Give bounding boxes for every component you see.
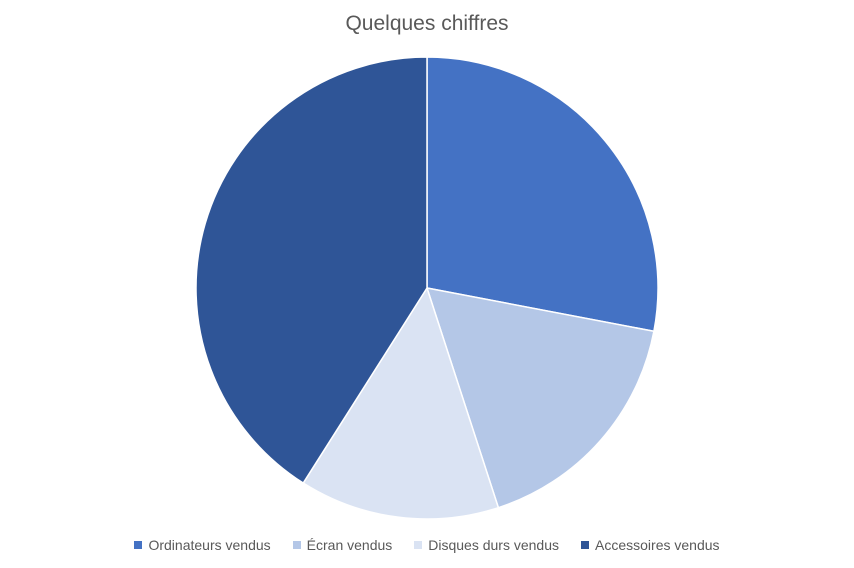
chart-title: Quelques chiffres bbox=[345, 12, 509, 35]
legend-swatch bbox=[414, 541, 423, 549]
legend-label: Accessoires vendus bbox=[595, 537, 720, 553]
legend-item: Accessoires vendus bbox=[581, 537, 720, 553]
legend-label: Disques durs vendus bbox=[428, 537, 560, 553]
pie-slice-2 bbox=[425, 287, 655, 509]
legend-label: Ordinateurs vendus bbox=[148, 537, 271, 553]
legend: Ordinateurs vendus Écran vendus Disques du… bbox=[0, 537, 854, 553]
legend-label: Écran vendus bbox=[306, 537, 393, 553]
legend-item: Disques durs vendus bbox=[414, 537, 559, 553]
pie-slice-1 bbox=[426, 56, 659, 333]
legend-swatch bbox=[292, 541, 301, 549]
legend-item: Écran vendus bbox=[292, 537, 393, 553]
legend-swatch bbox=[134, 541, 143, 549]
legend-swatch bbox=[581, 541, 590, 549]
pie-slice-4 bbox=[195, 56, 428, 485]
legend-item: Ordinateurs vendus bbox=[134, 537, 271, 553]
pie-slice-3 bbox=[302, 286, 500, 520]
